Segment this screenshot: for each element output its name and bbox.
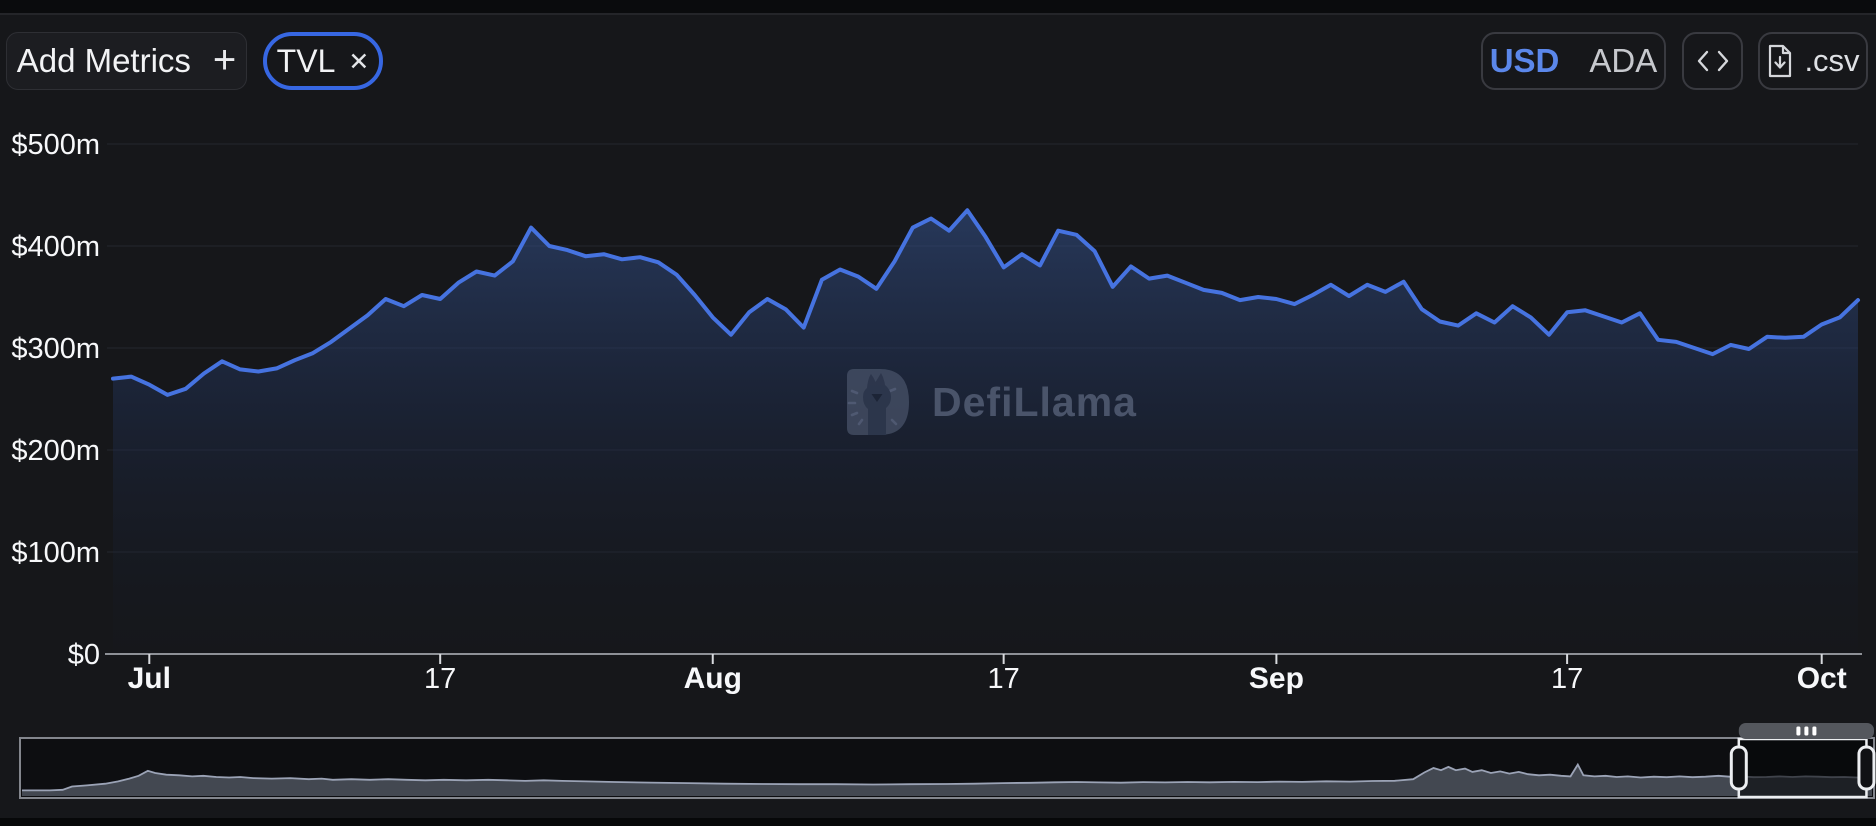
x-axis-label: 17 bbox=[424, 663, 456, 695]
metric-chip-label: TVL bbox=[276, 42, 336, 79]
plus-icon: + bbox=[212, 37, 237, 82]
top-border-strip bbox=[0, 0, 1876, 15]
brush-handle-right[interactable] bbox=[1857, 745, 1876, 791]
drag-grip-icon bbox=[1796, 726, 1801, 736]
tvl-area-fill bbox=[113, 210, 1858, 655]
currency-toggle[interactable]: USD ADA bbox=[1481, 32, 1666, 90]
drag-grip-icon bbox=[1812, 726, 1817, 736]
navigator-area-fill bbox=[22, 764, 1872, 796]
currency-option-usd[interactable]: USD bbox=[1489, 42, 1560, 79]
add-metrics-button[interactable]: Add Metrics + bbox=[6, 32, 247, 90]
tvl-line bbox=[111, 208, 1860, 397]
y-axis-label: $300m bbox=[11, 333, 100, 365]
y-axis-label: $400m bbox=[11, 231, 100, 263]
bottom-border-strip bbox=[0, 818, 1876, 826]
drag-grip-icon bbox=[1804, 726, 1809, 736]
download-file-icon bbox=[1769, 44, 1792, 78]
y-axis-label: $100m bbox=[11, 537, 100, 569]
brush-handle-left[interactable] bbox=[1729, 745, 1748, 791]
y-axis-label: $500m bbox=[11, 129, 100, 161]
metric-chip-tvl[interactable]: TVL ✕ bbox=[263, 32, 383, 90]
close-icon[interactable]: ✕ bbox=[348, 48, 370, 76]
x-axis-label: Sep bbox=[1249, 662, 1304, 695]
add-metrics-label: Add Metrics bbox=[16, 42, 191, 79]
x-axis-label: 17 bbox=[1551, 663, 1583, 695]
download-csv-button[interactable]: .csv bbox=[1758, 32, 1868, 90]
x-axis-label: Jul bbox=[128, 662, 171, 695]
embed-code-button[interactable] bbox=[1682, 32, 1743, 90]
csv-button-label: .csv bbox=[1804, 43, 1860, 78]
chart-plot-area[interactable] bbox=[113, 100, 1858, 654]
code-brackets-icon bbox=[1697, 50, 1728, 72]
x-axis-label: Aug bbox=[684, 662, 742, 695]
y-axis-label: $200m bbox=[11, 435, 100, 467]
brush-selected-region[interactable] bbox=[1738, 740, 1867, 796]
x-axis-label: Oct bbox=[1797, 662, 1847, 695]
tvl-area-chart[interactable]: $500m $400m $300m $200m $100m $0 Jul 17 Aug 17 Sep… bbox=[0, 0, 1876, 718]
x-axis-label: 17 bbox=[988, 663, 1020, 695]
currency-option-ada[interactable]: ADA bbox=[1589, 42, 1658, 79]
range-navigator[interactable] bbox=[0, 718, 1876, 826]
y-axis-label: $0 bbox=[68, 639, 100, 671]
navigator-line bbox=[22, 762, 1873, 792]
